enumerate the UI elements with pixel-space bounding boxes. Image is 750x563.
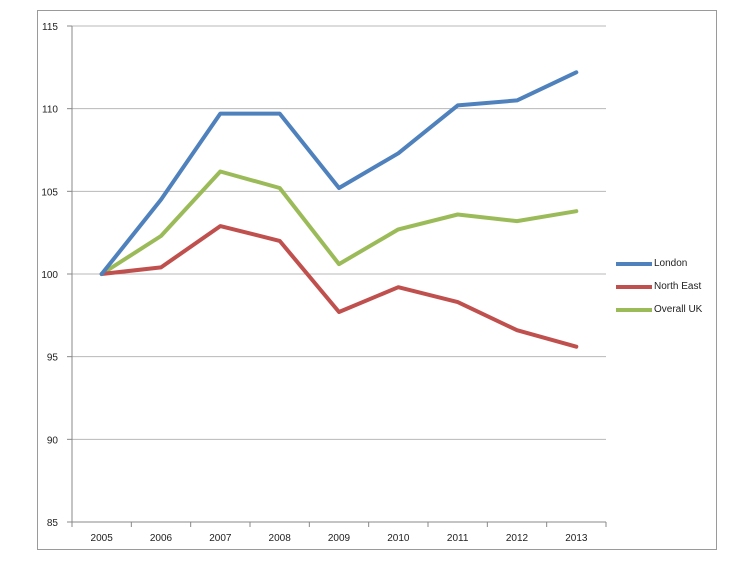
y-tick-label: 100	[41, 270, 58, 281]
y-tick-label: 105	[41, 187, 58, 198]
legend-label: North East	[654, 281, 702, 292]
x-tick-label: 2005	[91, 533, 114, 544]
legend-item: North East	[616, 275, 702, 298]
legend-item: London	[616, 252, 702, 275]
x-tick-label: 2013	[565, 533, 588, 544]
x-tick-label: 2009	[328, 533, 351, 544]
y-tick-label: 115	[42, 22, 58, 33]
legend-item: Overall UK	[616, 298, 702, 321]
y-tick-label: 90	[47, 435, 59, 446]
y-tick-label: 110	[42, 105, 58, 116]
x-axis-ticks: 2005 2006 2007 2008 2009 2010 2011 2012 2013	[71, 522, 607, 544]
legend-label: London	[654, 258, 688, 269]
chart-frame	[37, 10, 717, 550]
x-tick-label: 2007	[209, 533, 232, 544]
legend: London North East Overall UK	[616, 252, 702, 321]
y-tick-label: 85	[47, 518, 59, 529]
x-tick-label: 2008	[269, 533, 292, 544]
series-line-london	[99, 70, 579, 276]
legend-swatch	[616, 261, 652, 266]
gridlines	[72, 25, 606, 440]
x-tick-label: 2011	[447, 533, 469, 544]
x-tick-label: 2010	[387, 533, 410, 544]
y-axis-ticks: 85 90 95 100 105 110 115	[41, 22, 72, 529]
series-line-overall-uk	[99, 169, 579, 276]
series-lines	[99, 70, 579, 349]
series-line-north-east	[99, 224, 579, 349]
legend-swatch	[616, 284, 652, 289]
y-tick-label: 95	[47, 353, 59, 364]
x-tick-label: 2012	[506, 533, 529, 544]
legend-label: Overall UK	[654, 304, 703, 315]
legend-swatch	[616, 307, 652, 312]
x-tick-label: 2006	[150, 533, 173, 544]
